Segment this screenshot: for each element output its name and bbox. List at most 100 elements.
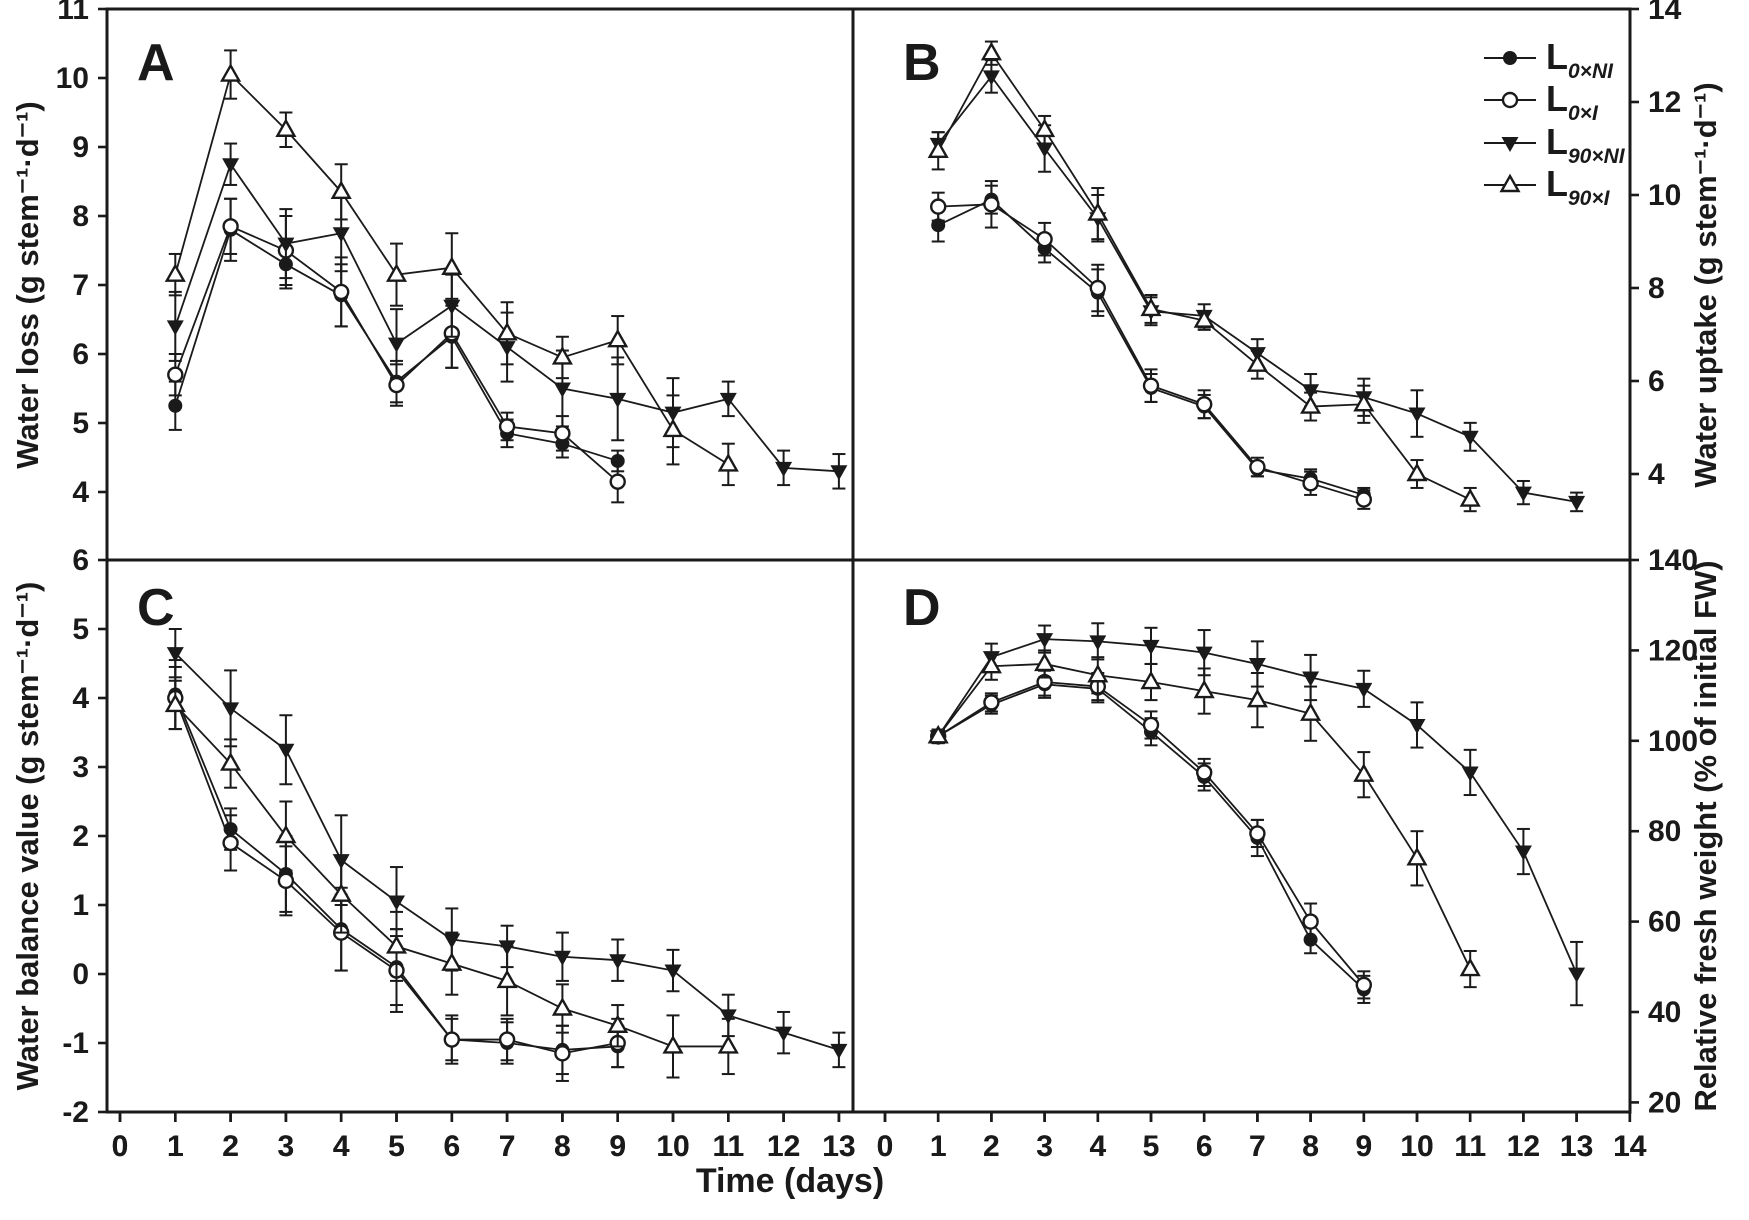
point-L90xNI-day12 xyxy=(775,461,793,477)
panel-label-a: A xyxy=(137,34,175,92)
point-L90xI-day5 xyxy=(1140,297,1162,317)
point-L90xI-day10 xyxy=(1406,846,1428,866)
point-L0xI-day8 xyxy=(554,425,571,442)
panel-a-ytick-label: 9 xyxy=(72,131,89,164)
point-L90xNI-day11 xyxy=(1461,766,1479,782)
point-L90xI-day9 xyxy=(607,328,629,348)
panel-c-xtick-label: 7 xyxy=(499,1130,516,1163)
legend-marker-filled-triangle-down xyxy=(1501,137,1519,152)
panel-a-xtick-label: 9 xyxy=(609,1130,626,1163)
point-L90xI-day5 xyxy=(385,934,408,954)
panel-a-xtick-label: 0 xyxy=(112,1130,129,1163)
panel-d-xtick-label: 1 xyxy=(930,1130,947,1163)
panel-d-ytick-label: 20 xyxy=(1648,1086,1681,1119)
point-L0xI-day3 xyxy=(277,872,295,890)
x-axis-title: Time (days) xyxy=(696,1162,884,1200)
panel-d-xtick-label: 13 xyxy=(1560,1130,1593,1163)
legend-label: L90×I xyxy=(1546,163,1611,210)
point-L90xNI-day3 xyxy=(277,743,295,759)
point-L90xI-day9 xyxy=(1353,763,1375,782)
point-L90xI-day6 xyxy=(1193,679,1215,699)
point-L0xI-day2 xyxy=(983,196,1000,213)
legend-item-L90xI: L90×I xyxy=(1484,163,1611,210)
panel-b-ytick-label: 8 xyxy=(1648,272,1665,305)
panel-c-ytick-label: 0 xyxy=(72,958,89,991)
point-L90xNI-day1 xyxy=(166,647,184,663)
point-L90xI-day6 xyxy=(441,952,463,971)
point-L90xI-day11 xyxy=(1459,488,1481,507)
panel-d-ytick-label: 60 xyxy=(1648,906,1681,939)
series-line xyxy=(937,51,1471,501)
panel-b-series xyxy=(927,40,1586,513)
point-L0xI-day7 xyxy=(1249,458,1266,476)
panel-c-xtick-label: 6 xyxy=(443,1130,460,1163)
point-L0xI-day2 xyxy=(222,218,239,235)
point-L90xNI-day6 xyxy=(443,299,461,315)
panel-a-series xyxy=(164,49,848,504)
legend-item-L0xNI: L0×NI xyxy=(1484,36,1614,83)
point-L90xNI-day10 xyxy=(1408,718,1426,734)
panel-label-c: C xyxy=(137,579,175,637)
panel-d-xtick-label: 9 xyxy=(1355,1130,1372,1163)
panel-d-xtick-label: 4 xyxy=(1089,1130,1106,1163)
point-L0xI-day1 xyxy=(930,198,947,215)
point-L90xI-day7 xyxy=(1246,353,1268,372)
panel-label-d: D xyxy=(903,579,941,637)
point-L0xI-day9 xyxy=(1355,976,1373,994)
panel-c-xtick-label: 12 xyxy=(767,1130,800,1163)
panel-b-xtick-label: 6 xyxy=(1196,1130,1213,1163)
panel-b-xtick-label: 2 xyxy=(983,1130,1000,1163)
point-L90xI-day3 xyxy=(275,118,297,137)
point-L90xI-day2 xyxy=(220,752,242,771)
point-L0xI-day4 xyxy=(333,283,350,301)
panel-d-xtick-label: 6 xyxy=(1196,1130,1213,1163)
panel-c-xtick-label: 2 xyxy=(222,1130,239,1163)
point-L90xI-day4 xyxy=(1087,202,1109,221)
panel-a-xtick-label: 8 xyxy=(554,1130,571,1163)
point-L90xI-day10 xyxy=(662,418,684,438)
point-L0xI-day8 xyxy=(1302,475,1319,492)
panel-c-xtick-label: 3 xyxy=(278,1130,295,1163)
panel-a-xtick-label: 1 xyxy=(167,1130,184,1163)
panel-d-xtick-label: 10 xyxy=(1400,1130,1433,1163)
point-L90xI-day7 xyxy=(1246,688,1268,708)
point-L90xI-day7 xyxy=(496,321,518,341)
point-L90xNI-day11 xyxy=(719,1009,737,1025)
panel-b-xtick-label: 11 xyxy=(1454,1130,1486,1163)
point-L90xI-day8 xyxy=(1300,395,1322,414)
point-L90xNI-day8 xyxy=(553,382,571,398)
point-L90xNI-day2 xyxy=(222,702,240,718)
panel-c-ytick-label: 5 xyxy=(72,613,89,646)
point-L90xNI-day13 xyxy=(830,1043,848,1059)
panel-b-series-L90xNI xyxy=(929,59,1586,513)
panel-d-xtick-label: 14 xyxy=(1613,1130,1647,1163)
panel-c-xtick-label: 11 xyxy=(712,1130,744,1163)
point-L0xI-day5 xyxy=(1142,716,1160,734)
panel-a-xtick-label: 2 xyxy=(222,1130,239,1163)
panel-b-xtick-label: 9 xyxy=(1355,1130,1372,1163)
panel-c-ytick-label: 1 xyxy=(72,889,89,922)
panel-a-xtick-label: 10 xyxy=(656,1130,689,1163)
point-L0xI-day4 xyxy=(1089,279,1107,297)
y-axis-title-water-loss: Water loss (g stem⁻¹·d⁻¹) xyxy=(10,101,45,468)
point-L0xI-day8 xyxy=(554,1045,571,1062)
panel-b-ytick-label: 12 xyxy=(1648,86,1681,119)
panel-a-xtick-label: 4 xyxy=(333,1130,350,1163)
point-L90xNI-day12 xyxy=(1514,845,1532,861)
point-L0xI-day9 xyxy=(1355,491,1373,508)
panel-c-xtick-label: 1 xyxy=(167,1130,184,1163)
point-L90xNI-day2 xyxy=(222,158,240,174)
point-L90xNI-day7 xyxy=(1248,657,1266,673)
panel-d-xtick-label: 11 xyxy=(1454,1130,1486,1163)
point-L90xI-day11 xyxy=(717,452,739,472)
point-L90xNI-day9 xyxy=(1355,682,1373,698)
panel-c-series xyxy=(164,628,848,1082)
point-L90xNI-day4 xyxy=(1089,635,1107,651)
panel-b-xtick-label: 4 xyxy=(1089,1130,1106,1163)
panel-b-xtick-label: 12 xyxy=(1507,1130,1540,1163)
point-L90xI-day1 xyxy=(164,693,186,713)
point-L90xI-day9 xyxy=(1353,392,1375,412)
